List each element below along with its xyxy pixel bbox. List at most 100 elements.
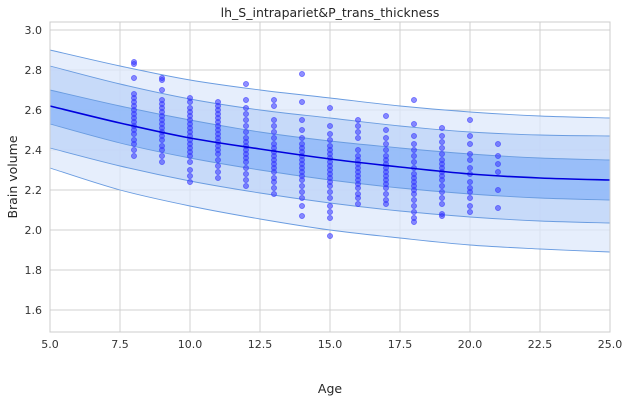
data-point bbox=[327, 105, 333, 111]
data-point bbox=[271, 185, 277, 191]
data-point bbox=[467, 133, 473, 139]
x-tick-label: 12.5 bbox=[248, 338, 273, 351]
plot-frame bbox=[49, 21, 611, 333]
data-point bbox=[187, 159, 193, 165]
data-point bbox=[187, 153, 193, 159]
data-point bbox=[495, 187, 501, 193]
data-point bbox=[411, 219, 417, 225]
data-point bbox=[271, 191, 277, 197]
data-point bbox=[495, 169, 501, 175]
data-point bbox=[467, 151, 473, 157]
data-point bbox=[439, 177, 445, 183]
data-point bbox=[327, 123, 333, 129]
data-point bbox=[243, 111, 249, 117]
x-tick-label: 10.0 bbox=[178, 338, 203, 351]
data-point bbox=[467, 165, 473, 171]
data-point bbox=[299, 99, 305, 105]
y-tick-label: 2.2 bbox=[25, 184, 43, 197]
data-point bbox=[411, 141, 417, 147]
data-point bbox=[411, 209, 417, 215]
x-axis-label: Age bbox=[318, 381, 342, 396]
data-point bbox=[327, 131, 333, 137]
data-point bbox=[411, 197, 417, 203]
band-outer-upper-edge bbox=[49, 49, 611, 119]
data-point bbox=[327, 183, 333, 189]
data-point bbox=[467, 195, 473, 201]
data-point bbox=[439, 189, 445, 195]
data-point bbox=[495, 161, 501, 167]
y-tick-label: 2.0 bbox=[25, 224, 43, 237]
data-point bbox=[327, 233, 333, 239]
data-point bbox=[299, 189, 305, 195]
data-point bbox=[383, 147, 389, 153]
data-point bbox=[467, 117, 473, 123]
data-point bbox=[187, 167, 193, 173]
data-point bbox=[159, 153, 165, 159]
data-point bbox=[355, 185, 361, 191]
data-point bbox=[495, 153, 501, 159]
data-point bbox=[383, 185, 389, 191]
data-point bbox=[299, 117, 305, 123]
data-point bbox=[467, 157, 473, 163]
data-point bbox=[271, 179, 277, 185]
y-tick-labels: 1.6 1.8 2.0 2.2 2.4 2.6 2.8 3.0 bbox=[25, 24, 43, 317]
data-point bbox=[355, 117, 361, 123]
data-point bbox=[439, 195, 445, 201]
data-point bbox=[439, 201, 445, 207]
data-point bbox=[411, 147, 417, 153]
data-point bbox=[299, 213, 305, 219]
data-point bbox=[243, 177, 249, 183]
y-tick-label: 3.0 bbox=[25, 24, 43, 37]
data-point bbox=[271, 103, 277, 109]
x-tick-label: 5.0 bbox=[41, 338, 59, 351]
y-tick-label: 1.6 bbox=[25, 304, 43, 317]
data-point bbox=[355, 123, 361, 129]
data-point bbox=[159, 147, 165, 153]
data-point bbox=[327, 215, 333, 221]
data-point bbox=[355, 135, 361, 141]
data-point bbox=[495, 141, 501, 147]
data-point bbox=[327, 189, 333, 195]
data-point bbox=[383, 201, 389, 207]
data-point bbox=[243, 123, 249, 129]
data-point bbox=[243, 165, 249, 171]
data-point bbox=[383, 141, 389, 147]
data-point bbox=[299, 177, 305, 183]
data-point bbox=[467, 189, 473, 195]
y-tick-label: 2.6 bbox=[25, 104, 43, 117]
data-point bbox=[243, 81, 249, 87]
data-point bbox=[383, 127, 389, 133]
data-point bbox=[271, 129, 277, 135]
data-point bbox=[411, 97, 417, 103]
data-point bbox=[327, 137, 333, 143]
data-points bbox=[131, 59, 501, 239]
data-point bbox=[187, 179, 193, 185]
data-point bbox=[215, 163, 221, 169]
data-point bbox=[467, 179, 473, 185]
x-tick-label: 25.0 bbox=[598, 338, 623, 351]
data-point bbox=[271, 135, 277, 141]
data-point bbox=[271, 117, 277, 123]
data-point bbox=[299, 135, 305, 141]
data-point bbox=[439, 183, 445, 189]
y-tick-label: 1.8 bbox=[25, 264, 43, 277]
data-point bbox=[159, 137, 165, 143]
data-point bbox=[411, 153, 417, 159]
data-point bbox=[327, 209, 333, 215]
data-point bbox=[355, 201, 361, 207]
x-tick-label: 15.0 bbox=[318, 338, 343, 351]
data-point bbox=[131, 153, 137, 159]
band-middle-lower-edge bbox=[49, 147, 611, 224]
data-point bbox=[271, 97, 277, 103]
data-point bbox=[439, 145, 445, 151]
band-outer-lower-edge bbox=[49, 167, 611, 253]
data-point bbox=[131, 147, 137, 153]
data-point bbox=[243, 97, 249, 103]
band-middle-upper-edge bbox=[49, 65, 611, 137]
data-point bbox=[411, 121, 417, 127]
y-axis-label: Brain volume bbox=[5, 135, 20, 218]
data-point bbox=[439, 133, 445, 139]
data-point bbox=[243, 105, 249, 111]
data-point bbox=[299, 203, 305, 209]
